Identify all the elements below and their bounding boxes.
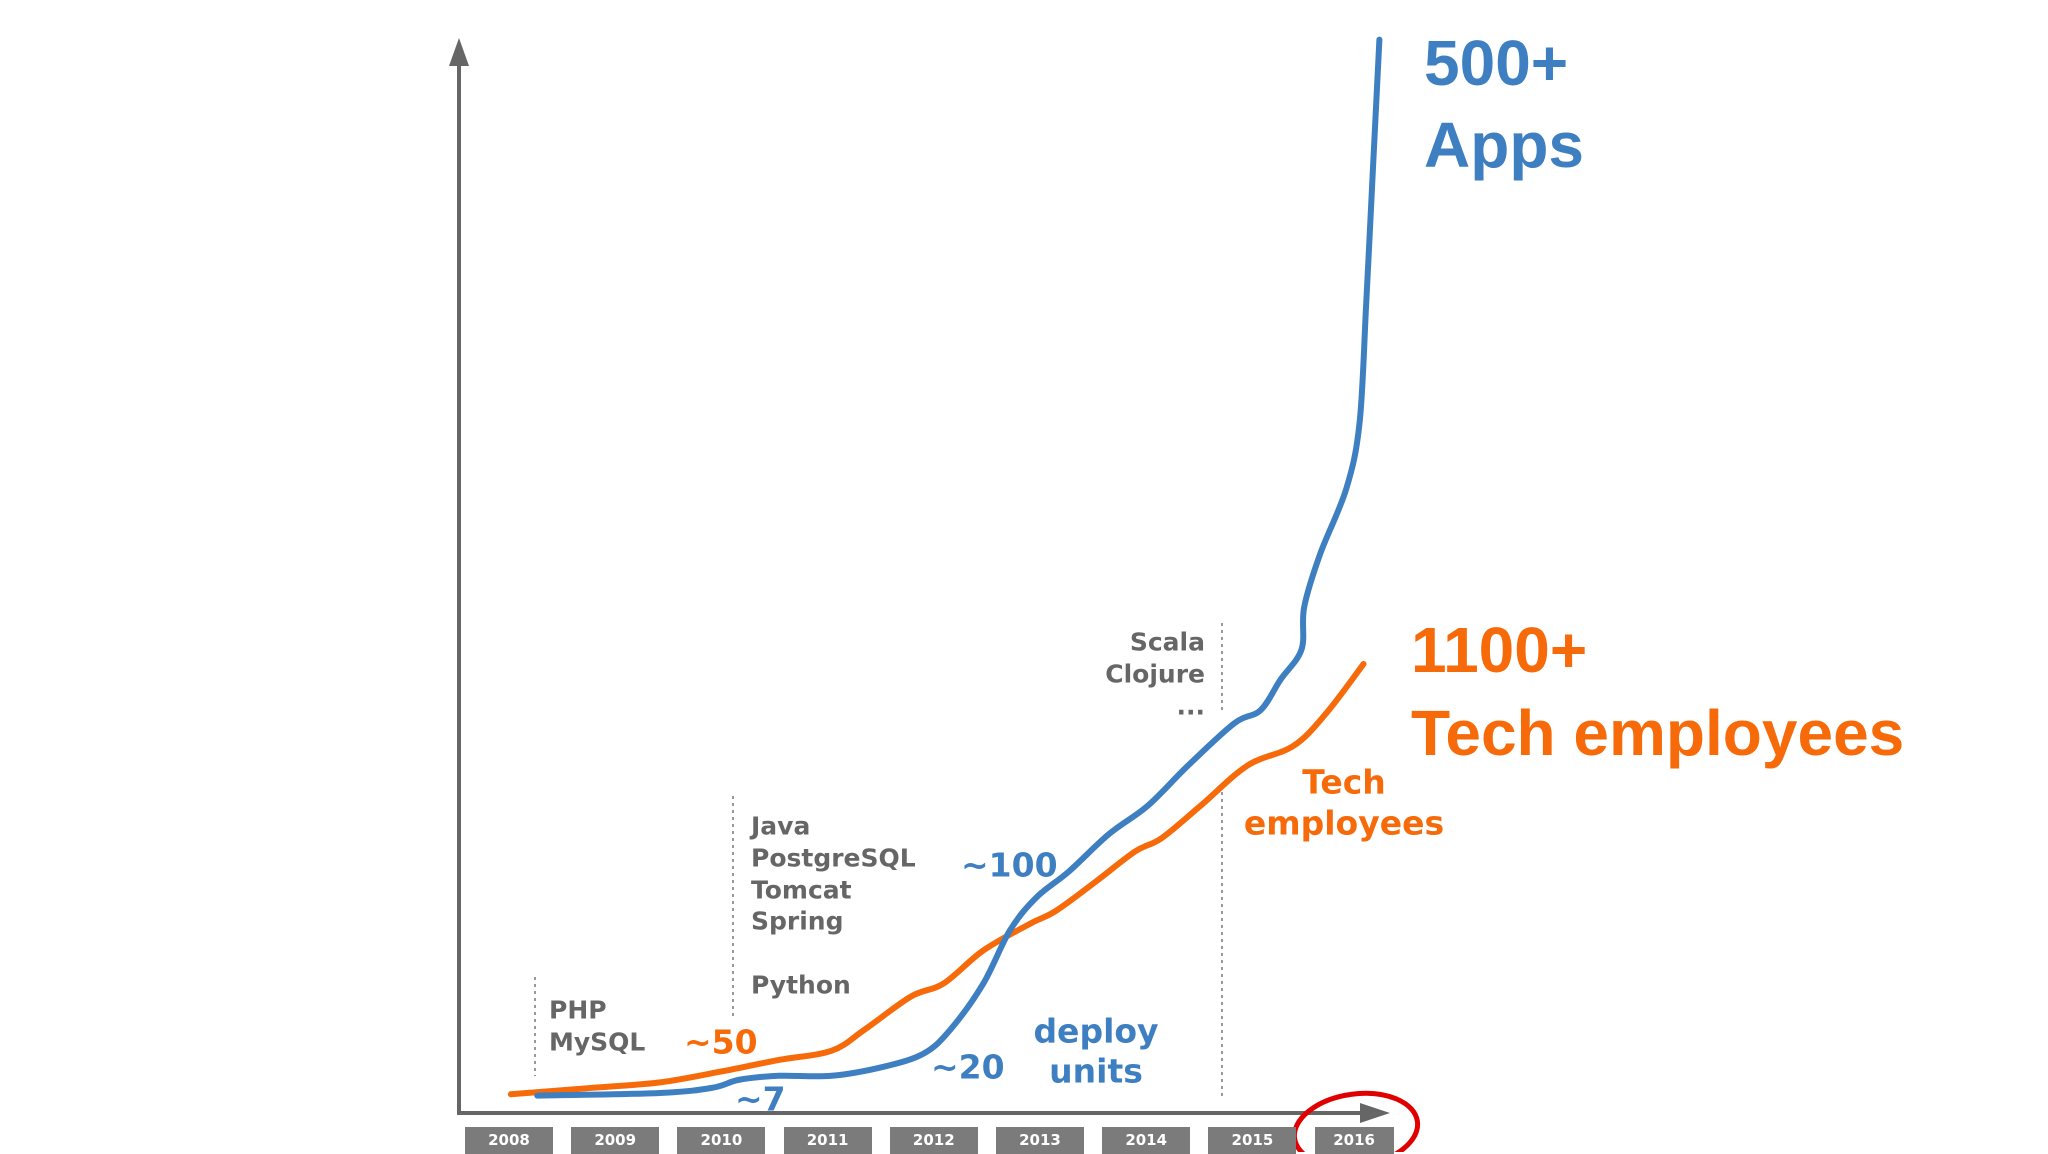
deploy-line2-label: units — [1049, 1051, 1143, 1091]
year-label-2015: 2015 — [1208, 1127, 1297, 1154]
year-label-2011: 2011 — [783, 1127, 872, 1154]
year-label-2009: 2009 — [571, 1127, 660, 1154]
tech-line2-label: employees — [1243, 803, 1445, 843]
era2-item: PostgreSQL — [751, 843, 916, 873]
year-label-2012: 2012 — [889, 1127, 978, 1154]
year-label-2013: 2013 — [996, 1127, 1084, 1154]
tech-line1-label: Tech — [1302, 762, 1386, 802]
approx-50-label: ~50 — [684, 1022, 758, 1062]
year-label-2008: 2008 — [465, 1127, 553, 1154]
era2-item: Tomcat — [751, 875, 852, 905]
era3-item: Clojure — [1105, 659, 1205, 689]
year-label-2016: 2016 — [1314, 1127, 1394, 1154]
era2-item: Spring — [751, 906, 844, 936]
tech-employees-line — [507, 660, 1367, 1098]
y-axis-arrow-icon — [449, 38, 469, 66]
apps-count-label: 500+ — [1424, 27, 1569, 99]
employees-word-label: Tech employees — [1411, 697, 1905, 769]
approx-100-label: ~100 — [961, 845, 1058, 885]
era2-item: Python — [751, 970, 851, 1000]
era3-item: ... — [1176, 691, 1206, 721]
x-axis-arrow-icon — [1360, 1103, 1390, 1123]
year-label-2014: 2014 — [1102, 1127, 1191, 1154]
era1-item: PHP — [549, 995, 607, 1025]
apps-word-label: Apps — [1424, 109, 1584, 181]
era2-item: Java — [751, 811, 811, 841]
deploy-line1-label: deploy — [1033, 1011, 1159, 1051]
employees-count-label: 1100+ — [1411, 614, 1588, 686]
year-label-2010: 2010 — [677, 1127, 766, 1154]
deploy-units-line — [534, 36, 1383, 1099]
era3-item: Scala — [1129, 627, 1205, 657]
approx-20-label: ~20 — [931, 1047, 1005, 1087]
approx-7-label: ~7 — [735, 1079, 786, 1119]
era1-item: MySQL — [549, 1027, 646, 1057]
